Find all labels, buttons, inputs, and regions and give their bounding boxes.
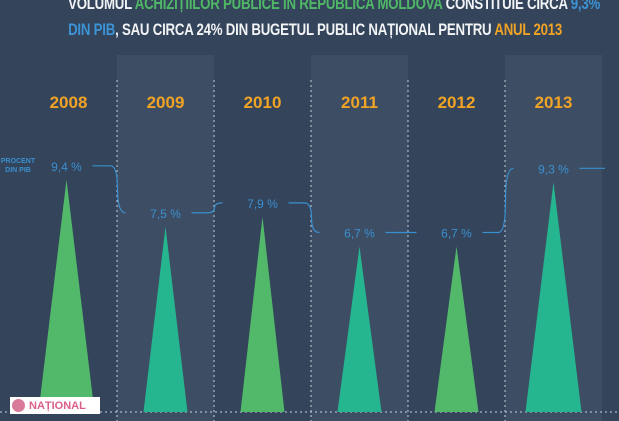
year-label: 2010	[244, 93, 282, 112]
bar-2013	[525, 182, 582, 412]
year-label: 2012	[438, 93, 476, 112]
value-label: 6,7 %	[441, 227, 472, 241]
national-logo: NAȚIONAL	[10, 397, 100, 414]
year-label: 2009	[147, 93, 185, 112]
value-label: 6,7 %	[344, 227, 375, 241]
year-label: 2008	[50, 93, 88, 112]
value-label: 9,3 %	[538, 162, 569, 176]
bar-2009	[143, 226, 188, 412]
series-label: PROCENT	[1, 158, 36, 165]
value-label: 7,5 %	[150, 207, 181, 221]
series-label: DIN PIB	[5, 167, 31, 174]
title-line-1: VOLUMUL ACHIZIȚIILOR PUBLICE ÎN REPUBLIC…	[68, 0, 601, 13]
year-label: 2011	[341, 93, 378, 112]
value-label: 7,9 %	[247, 197, 278, 211]
bar-2010	[240, 216, 285, 412]
title-line-2: DIN PIB, SAU CIRCA 24% DIN BUGETUL PUBLI…	[68, 20, 563, 39]
bar-2008	[38, 179, 95, 412]
value-label: 9,4 %	[51, 160, 82, 174]
bar-2012	[434, 246, 479, 412]
bar-2011	[337, 246, 382, 412]
percent-connector-line	[92, 165, 605, 234]
year-label: 2013	[535, 93, 573, 112]
